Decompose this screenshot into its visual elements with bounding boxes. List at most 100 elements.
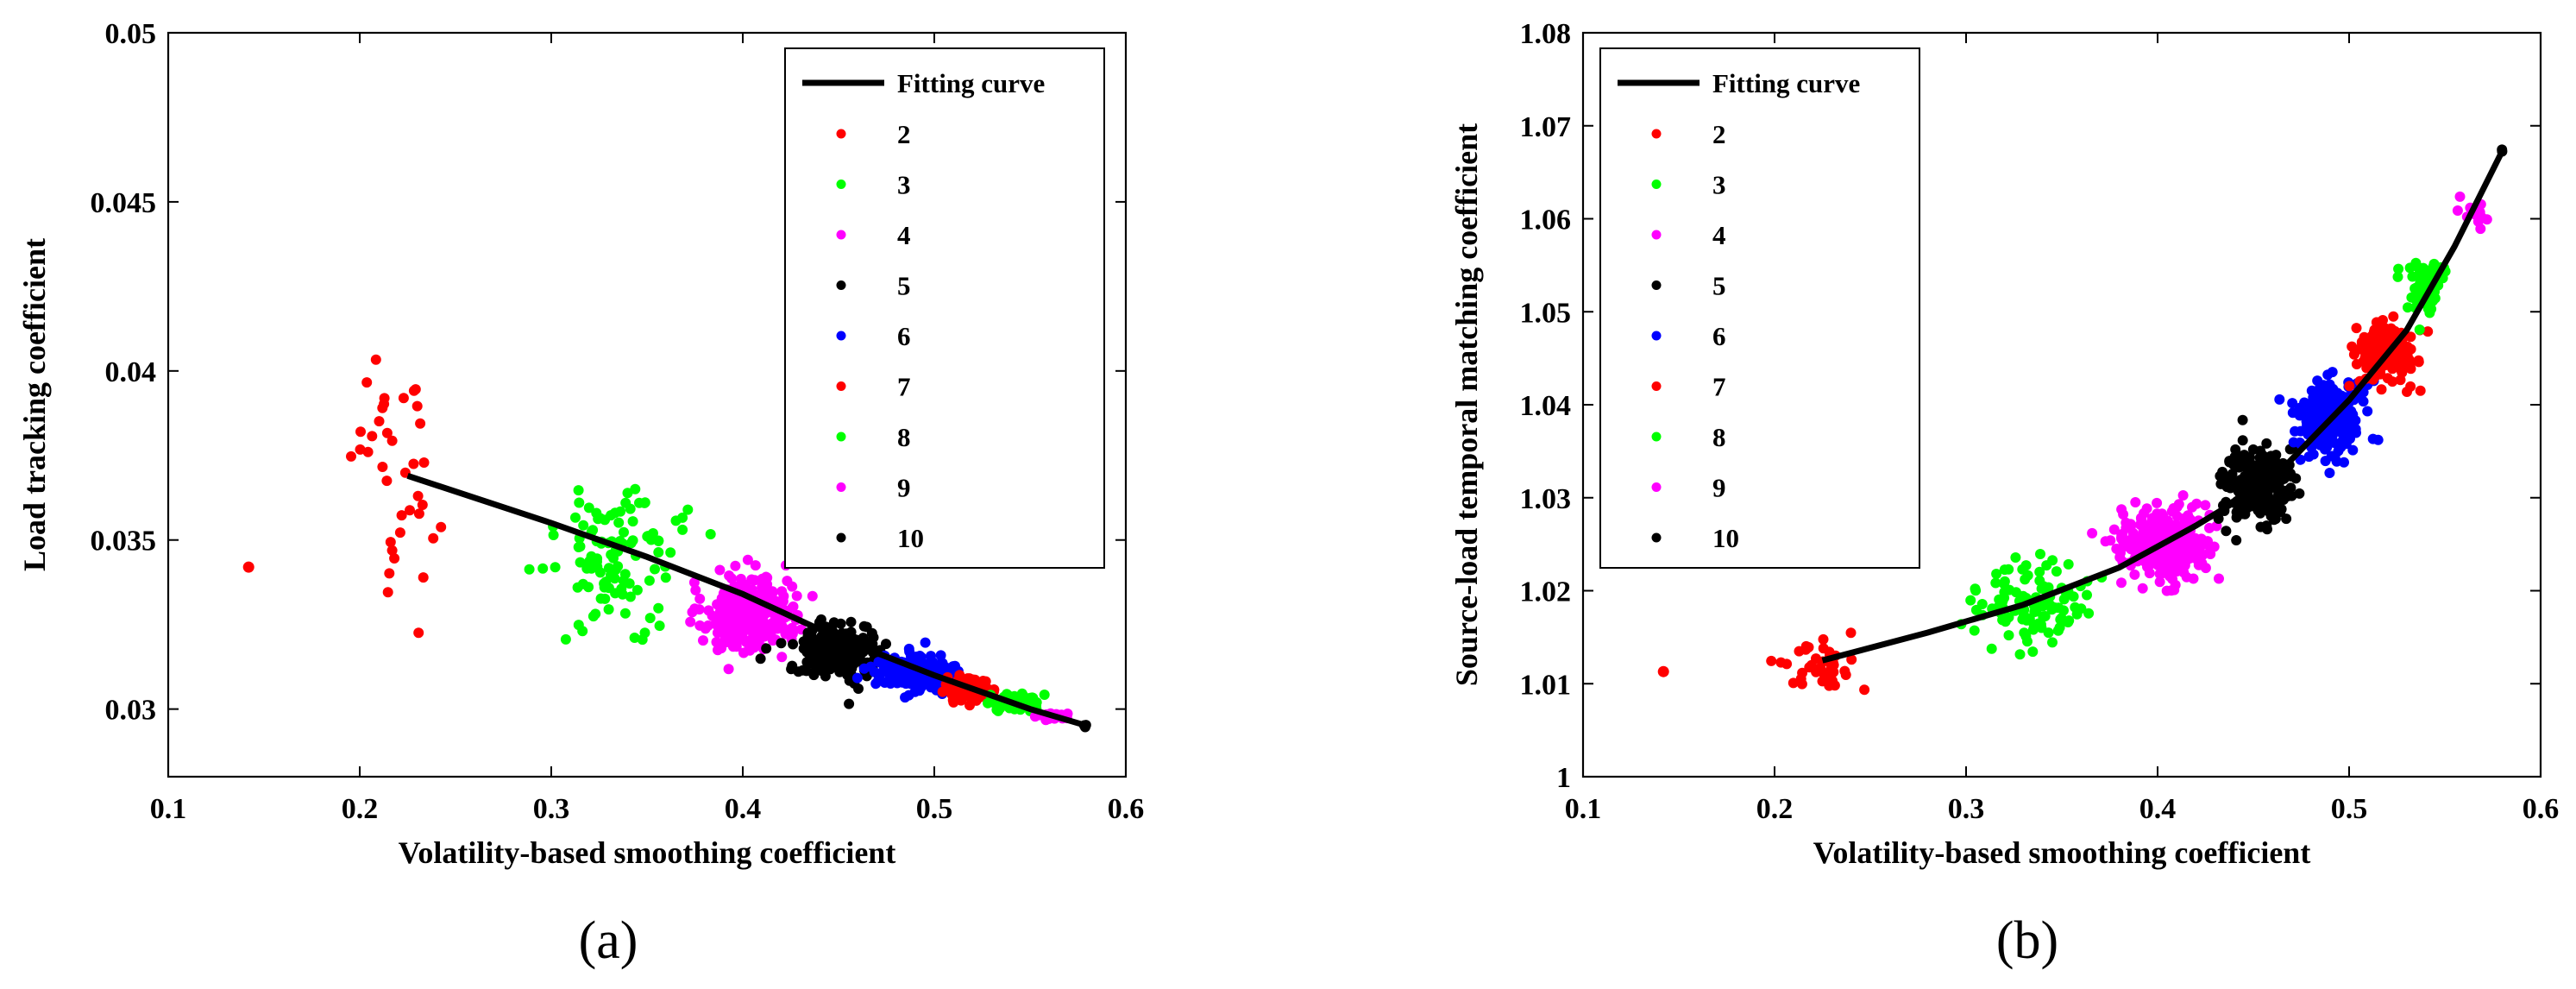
panel-a-xlabel: Volatility-based smoothing coefficient bbox=[399, 835, 896, 870]
panel-a-point-series-2 bbox=[367, 431, 378, 442]
panel-a-point-series-2 bbox=[361, 377, 373, 388]
panel-b-point-series-8 bbox=[2393, 263, 2404, 274]
panel-a-point-series-6 bbox=[930, 677, 941, 689]
panel-a-point-series-3 bbox=[575, 541, 586, 552]
panel-a-point-series-5 bbox=[838, 658, 849, 670]
panel-a-point-series-2 bbox=[408, 385, 419, 396]
panel-b-point-series-5 bbox=[2247, 460, 2258, 470]
panel-a-xtick-label: 0.6 bbox=[1108, 793, 1145, 825]
panel-a-point-series-2 bbox=[413, 508, 424, 520]
panel-a-point-series-4 bbox=[734, 622, 745, 633]
panel-b-point-series-4 bbox=[2144, 568, 2155, 579]
panel-b-point-series-6 bbox=[2308, 392, 2319, 403]
panel-a-point-series-5 bbox=[807, 656, 818, 667]
panel-a-point-series-3 bbox=[627, 516, 638, 527]
panel-a-point-series-3 bbox=[560, 633, 571, 645]
panel-b-point-series-6 bbox=[2287, 398, 2298, 409]
panel-b-point-series-3 bbox=[1990, 577, 2001, 589]
panel-a-point-series-4 bbox=[759, 627, 770, 638]
panel-a-xtick-label: 0.1 bbox=[150, 793, 187, 825]
panel-b-legend-marker-8 bbox=[1651, 432, 1662, 442]
panel-a-point-series-2 bbox=[408, 458, 419, 469]
panel-a-point-series-6 bbox=[914, 685, 925, 696]
panel-b-legend: Fitting curve 2 3 4 5 6 7 8 9 10 bbox=[1599, 47, 1920, 569]
panel-b-point-series-3 bbox=[1999, 587, 2010, 598]
panel-a-legend-label-3: 3 bbox=[897, 170, 911, 200]
panel-a-xtick-label: 0.2 bbox=[342, 793, 379, 825]
panel-a-ytick-label: 0.05 bbox=[105, 18, 157, 50]
panel-a-point-series-3 bbox=[610, 507, 620, 519]
panel-b-ytick-label: 1 bbox=[1556, 762, 1571, 794]
panel-a-point-series-3 bbox=[682, 504, 694, 515]
panel-a-point-series-4 bbox=[742, 554, 753, 565]
panel-a-point-series-4 bbox=[732, 633, 743, 645]
panel-a-point-series-2 bbox=[370, 354, 381, 365]
panel-a-point-series-4 bbox=[776, 586, 788, 597]
panel-b-point-series-5 bbox=[2254, 452, 2265, 463]
panel-b-point-series-5 bbox=[2230, 444, 2241, 455]
panel-a-point-series-5 bbox=[850, 654, 861, 665]
panel-b-legend-marker-5 bbox=[1651, 280, 1662, 290]
panel-a-point-series-2 bbox=[381, 476, 393, 487]
panel-b-legend-marker-6 bbox=[1651, 331, 1662, 341]
panel-b-point-series-7 bbox=[2387, 376, 2398, 387]
panel-a-point-series-4 bbox=[742, 583, 752, 594]
panel-b-point-series-6 bbox=[2347, 444, 2359, 456]
panel-a-point-series-4 bbox=[787, 628, 798, 639]
panel-b-point-series-5 bbox=[2231, 535, 2242, 545]
panel-b-point-series-3 bbox=[1965, 595, 1976, 606]
panel-a-legend-label-9: 9 bbox=[897, 473, 911, 503]
panel-b-point-series-3 bbox=[2047, 637, 2058, 648]
panel-a-point-series-2 bbox=[412, 490, 424, 501]
panel-b-point-series-2 bbox=[1859, 684, 1870, 696]
panel-a-point-series-2 bbox=[415, 418, 426, 429]
panel-b-point-series-4 bbox=[2157, 526, 2168, 538]
panel-a-point-series-2 bbox=[398, 393, 409, 404]
panel-b-point-series-3 bbox=[2014, 649, 2026, 660]
panel-a-point-series-3 bbox=[625, 591, 636, 602]
panel-b-point-series-4 bbox=[2087, 527, 2098, 539]
panel-b: 0.1 0.2 0.3 0.4 0.5 0.6 1 1.01 1.02 1.03 1.04 1.05… bbox=[1449, 18, 2559, 970]
panel-a-point-series-2 bbox=[396, 510, 407, 521]
panel-b-point-series-5 bbox=[2281, 513, 2292, 525]
panel-a-point-series-2 bbox=[377, 462, 388, 472]
panel-b-legend-label-3: 3 bbox=[1712, 170, 1726, 200]
panel-b-point-series-3 bbox=[2020, 574, 2031, 585]
panel-a-point-series-6 bbox=[937, 661, 948, 672]
panel-a-ytick-label: 0.045 bbox=[91, 187, 157, 219]
panel-a-point-series-3 bbox=[613, 561, 624, 572]
panel-a-point-series-3 bbox=[620, 497, 631, 508]
panel-a-xtick-label: 0.4 bbox=[725, 793, 762, 825]
panel-b-point-series-4 bbox=[2214, 573, 2224, 584]
panel-a-point-series-2 bbox=[418, 572, 429, 583]
panel-a-legend-box bbox=[784, 47, 1105, 569]
panel-a-point-series-5 bbox=[866, 627, 877, 639]
panel-b-point-series-7 bbox=[2371, 317, 2382, 328]
panel-b-point-series-7 bbox=[2402, 387, 2412, 397]
panel-b-ytick-label: 1.03 bbox=[1520, 483, 1572, 515]
panel-b-point-series-8 bbox=[2404, 262, 2416, 274]
panel-b-legend-marker-2 bbox=[1651, 129, 1662, 139]
panel-b-point-series-4 bbox=[2187, 501, 2197, 513]
panel-a-point-series-4 bbox=[767, 635, 778, 646]
panel-b-point-series-3 bbox=[2082, 589, 2092, 601]
panel-a-point-series-3 bbox=[600, 576, 612, 588]
panel-b-point-series-3 bbox=[2020, 560, 2032, 571]
panel-a-point-series-6 bbox=[915, 674, 927, 685]
panel-b-point-series-6 bbox=[2297, 406, 2309, 418]
panel-a-point-series-3 bbox=[587, 525, 599, 536]
panel-a-point-series-4 bbox=[744, 642, 755, 653]
panel-a-point-series-3 bbox=[619, 526, 629, 538]
panel-a-point-series-2 bbox=[385, 537, 396, 548]
panel-b-legend-label-9: 9 bbox=[1712, 473, 1726, 503]
panel-a-legend-label-10: 10 bbox=[897, 523, 924, 553]
panel-a-point-series-3 bbox=[677, 524, 688, 535]
panel-b-point-series-4 bbox=[2157, 508, 2168, 520]
panel-b-point-series-6 bbox=[2313, 401, 2324, 413]
panel-a-point-series-4 bbox=[730, 560, 741, 571]
panel-a-point-series-4 bbox=[723, 628, 734, 639]
panel-a-point-series-6 bbox=[879, 677, 890, 688]
panel-b-xtick-label: 0.4 bbox=[2139, 793, 2177, 825]
panel-b-point-series-5 bbox=[2267, 451, 2278, 463]
panel-a-point-series-3 bbox=[583, 502, 594, 513]
